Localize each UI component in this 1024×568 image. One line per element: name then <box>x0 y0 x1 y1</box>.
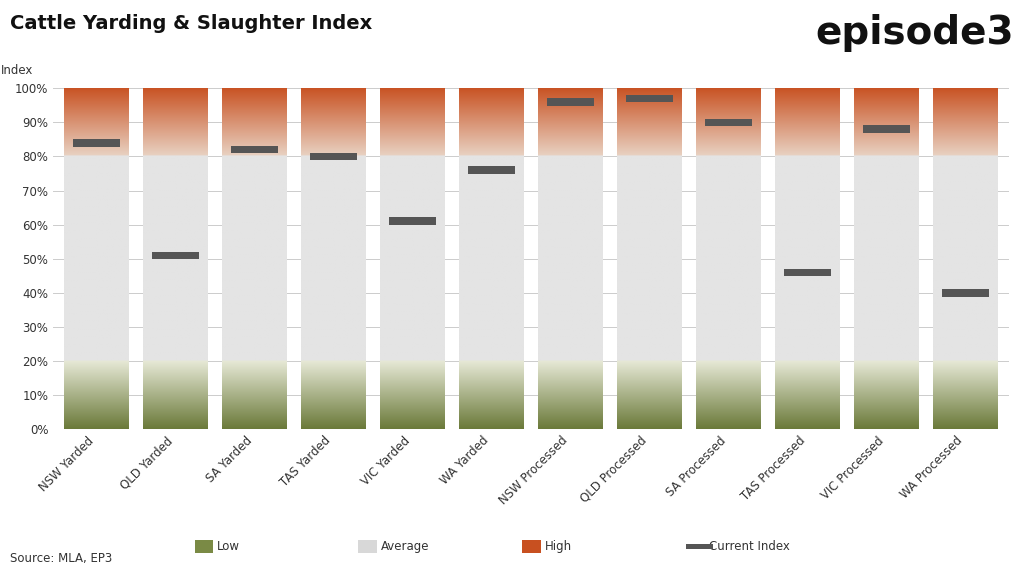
Bar <box>310 153 357 160</box>
Bar <box>468 166 515 174</box>
Bar <box>231 146 278 153</box>
Text: episode3: episode3 <box>815 14 1014 52</box>
Bar <box>627 95 673 102</box>
Text: High: High <box>545 540 571 553</box>
Text: Low: Low <box>217 540 240 553</box>
Text: Cattle Yarding & Slaughter Index: Cattle Yarding & Slaughter Index <box>10 14 373 33</box>
Bar <box>389 218 436 225</box>
Bar <box>706 119 752 126</box>
Text: Average: Average <box>381 540 429 553</box>
Text: Index: Index <box>0 64 33 77</box>
Bar <box>863 126 910 133</box>
Text: Source: MLA, EP3: Source: MLA, EP3 <box>10 552 113 565</box>
Bar <box>942 289 989 296</box>
Bar <box>547 98 594 106</box>
Bar <box>784 269 830 276</box>
Text: Current Index: Current Index <box>709 540 790 553</box>
Bar <box>74 139 120 147</box>
Bar <box>153 252 199 259</box>
